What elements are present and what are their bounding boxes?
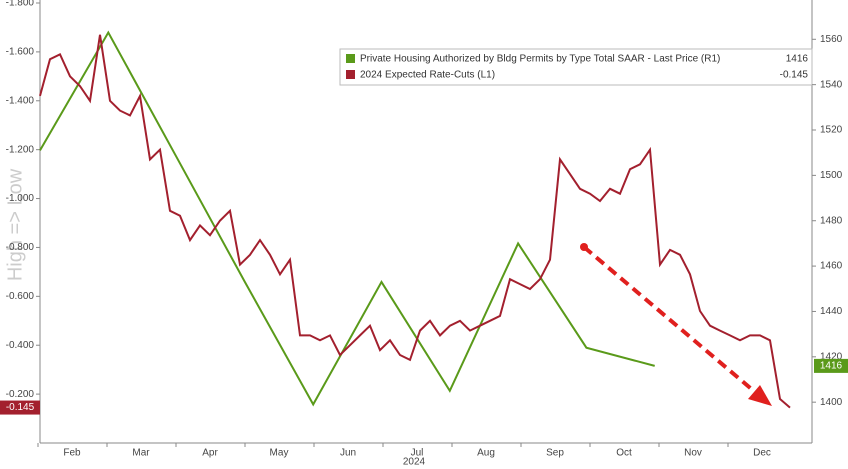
legend: Private Housing Authorized by Bldg Permi… (339, 48, 813, 86)
y-tick-label: -1.400 (6, 95, 35, 106)
y2-tick-label: 1460 (820, 261, 843, 272)
x-tick-label: Dec (753, 448, 771, 459)
x-tick-label: Jul (411, 448, 424, 459)
series-line (39, 30, 655, 407)
y2-tick-label: 1420 (820, 351, 843, 362)
y-tick-label: -0.200 (6, 389, 35, 400)
x-tick-label: Feb (63, 448, 81, 459)
last-value-label: 1416 (820, 361, 843, 372)
x-tick-label: Apr (202, 448, 218, 459)
series-line (39, 34, 791, 409)
year-label: 2024 (403, 457, 426, 468)
y-axis-label: High => Low (4, 168, 26, 281)
y-tick-label: -0.400 (6, 340, 35, 351)
last-value-label: -0.145 (6, 402, 35, 413)
y2-tick-label: 1540 (820, 79, 843, 90)
last-value-badge (814, 358, 848, 373)
y-tick-label: -0.800 (6, 242, 35, 253)
legend-value: -0.145 (780, 70, 809, 81)
x-tick-label: Mar (132, 448, 150, 459)
x-tick-label: Jun (340, 448, 356, 459)
y-tick-label: -1.200 (6, 144, 35, 155)
legend-label: Private Housing Authorized by Bldg Permi… (360, 54, 720, 65)
y2-tick-label: 1520 (820, 125, 843, 136)
x-tick-label: Aug (477, 448, 495, 459)
y-tick-label: -0.600 (6, 291, 35, 302)
annotation-arrow (580, 243, 772, 406)
y2-tick-label: 1400 (820, 397, 843, 408)
y2-tick-label: 1560 (820, 34, 843, 45)
y2-tick-label: 1480 (820, 215, 843, 226)
x-tick-label: Nov (684, 448, 702, 459)
y-tick-label: -1.600 (6, 47, 35, 58)
last-value-badge (0, 400, 40, 415)
x-tick-label: May (270, 448, 289, 459)
legend-label: 2024 Expected Rate-Cuts (L1) (360, 70, 495, 81)
legend-value: 1416 (786, 54, 809, 65)
y-tick-label: -1.000 (6, 193, 35, 204)
x-tick-label: Sep (546, 448, 564, 459)
y-tick-label: -1.800 (6, 0, 35, 9)
y2-tick-label: 1500 (820, 170, 843, 181)
y2-tick-label: 1440 (820, 306, 843, 317)
x-tick-label: Oct (616, 448, 632, 459)
